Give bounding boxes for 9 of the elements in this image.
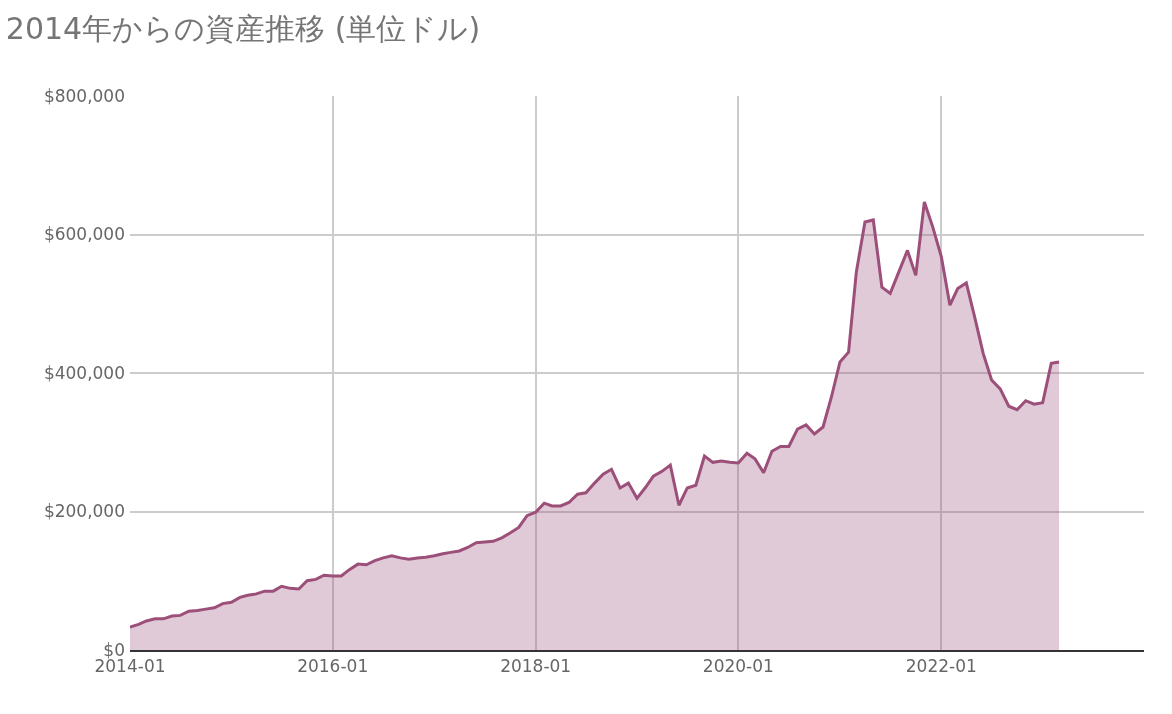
chart-title: 2014年からの資産推移 (単位ドル)	[5, 10, 481, 46]
y-tick-label: $200,000	[43, 501, 125, 522]
y-tick-label: $800,000	[43, 85, 125, 106]
x-tick-label: 2016-01	[297, 656, 369, 677]
x-tick-label: 2020-01	[702, 656, 774, 677]
y-tick-label: $400,000	[43, 362, 125, 383]
x-tick-label: 2018-01	[500, 656, 572, 677]
y-tick-label: $600,000	[43, 224, 125, 245]
x-tick-label: 2022-01	[905, 656, 977, 677]
